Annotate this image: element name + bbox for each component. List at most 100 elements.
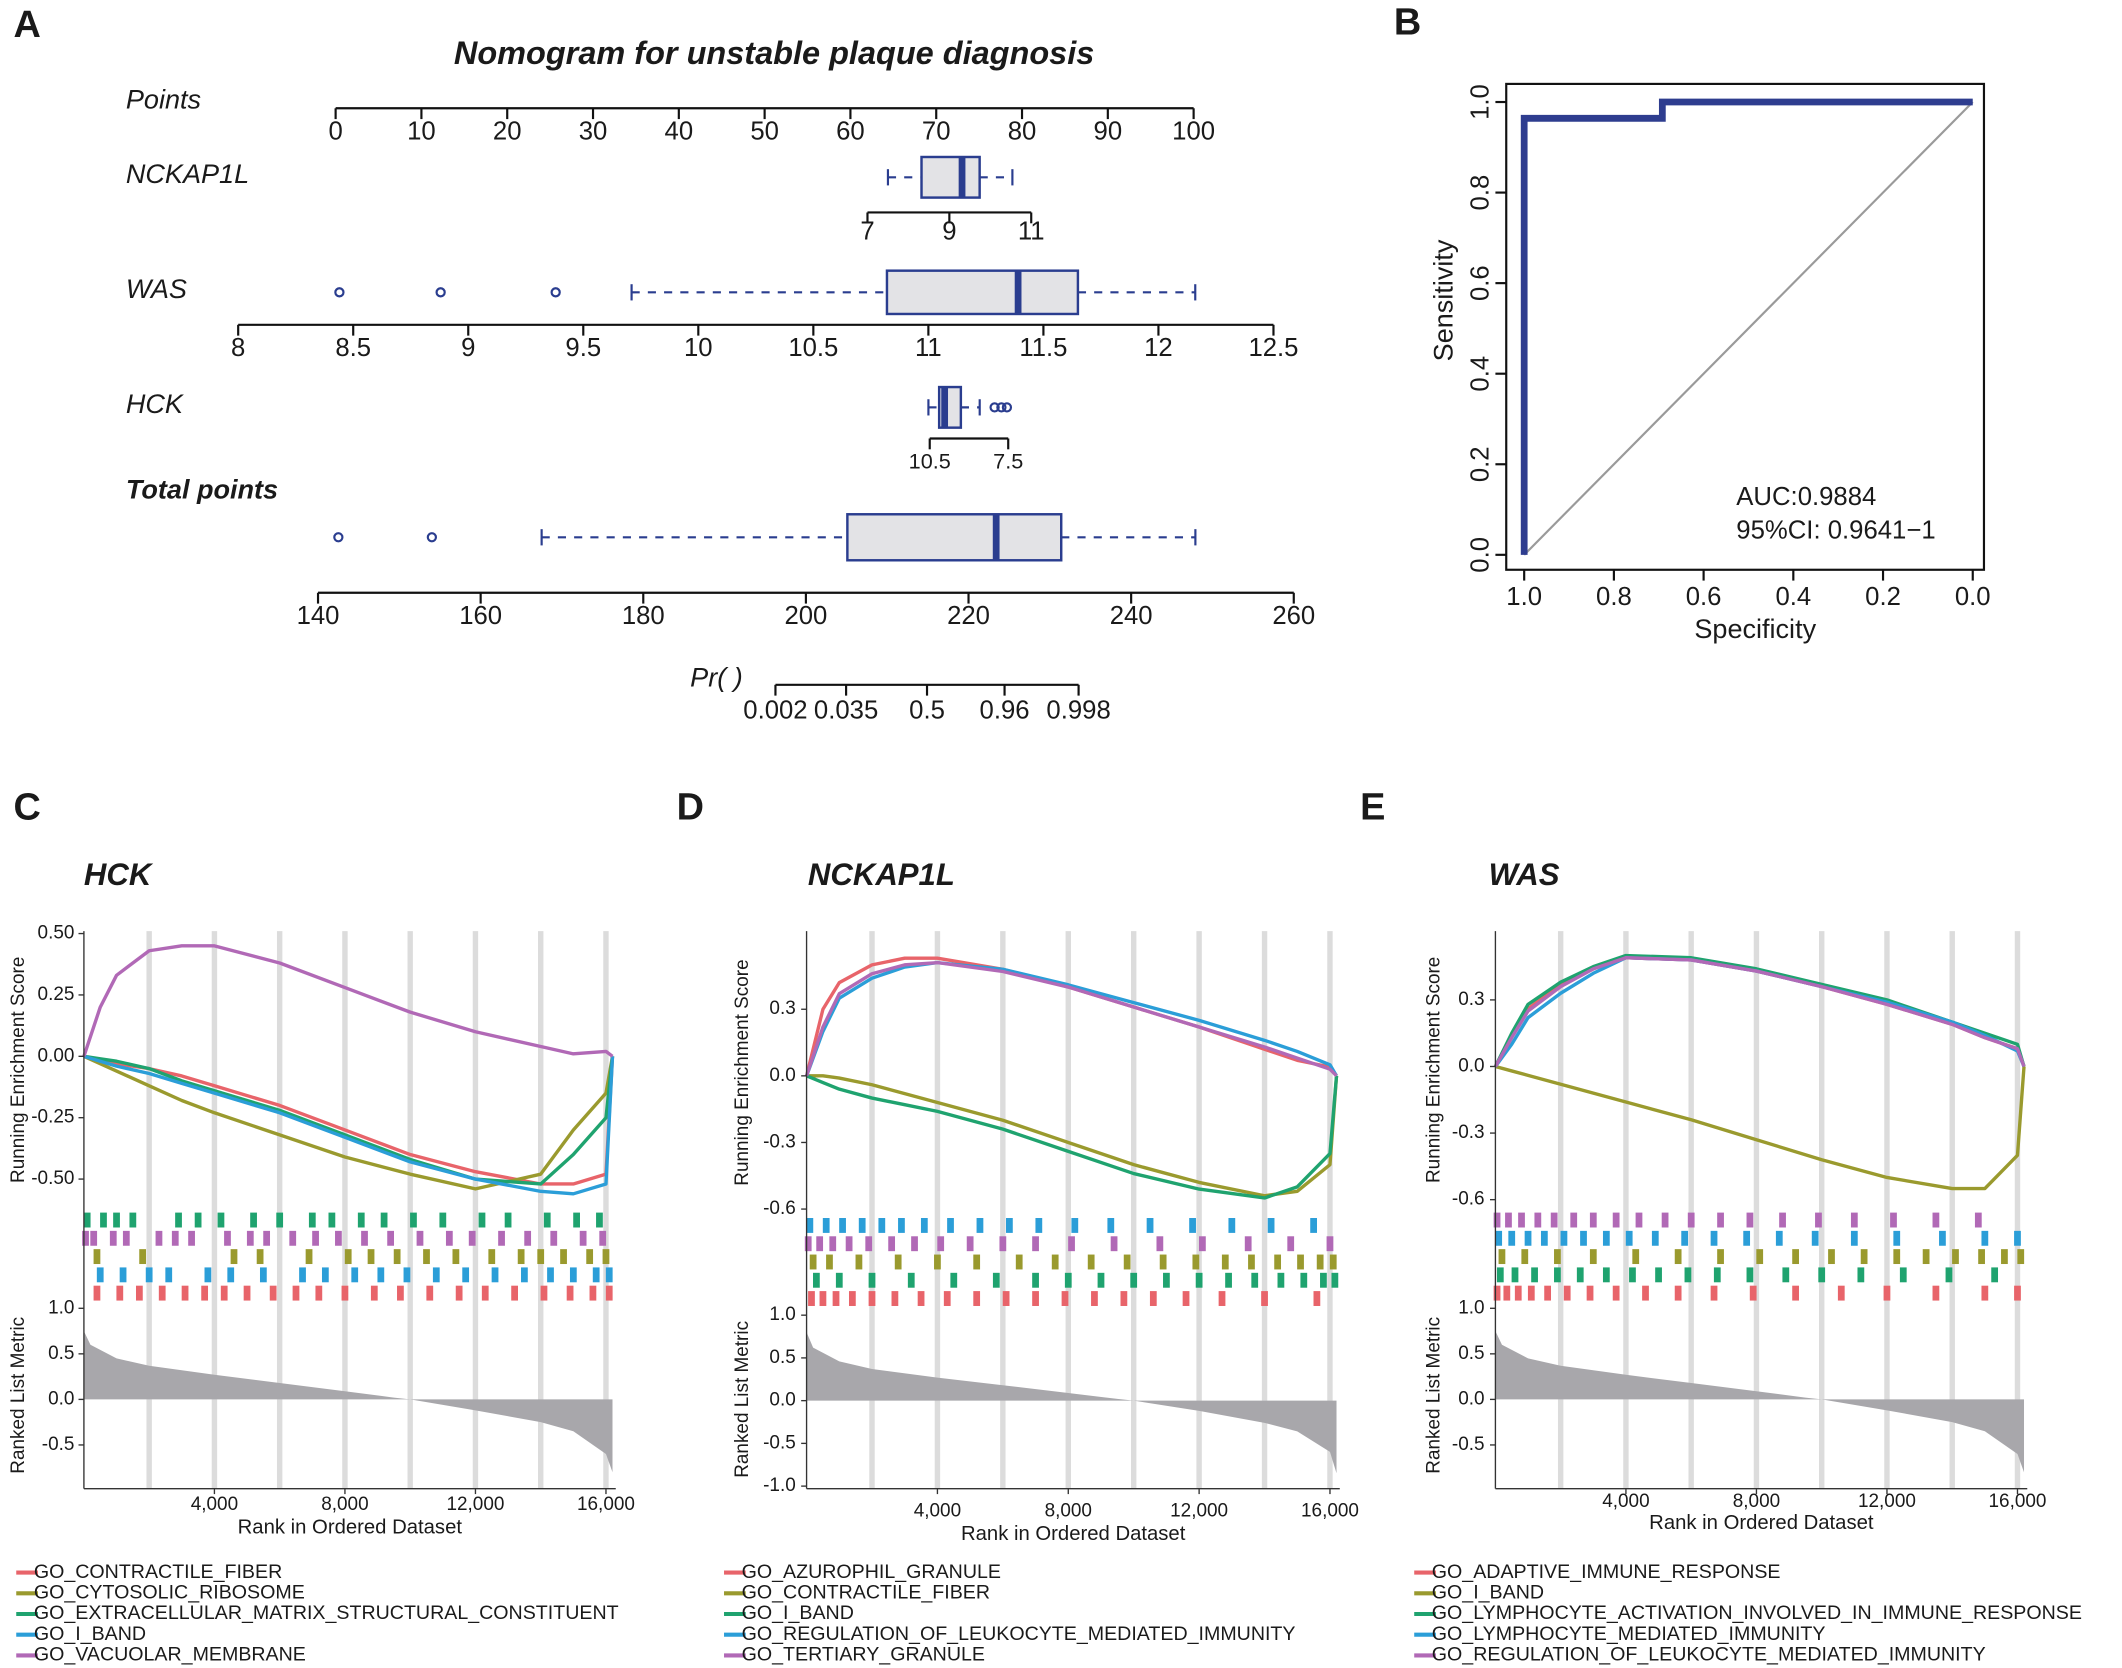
hit [1192, 1254, 1200, 1270]
hit [1857, 1267, 1865, 1283]
enrichment-curve [1494, 1064, 2026, 1191]
hit [1071, 1218, 1079, 1233]
hit [1629, 1267, 1636, 1283]
hit [1746, 1267, 1754, 1283]
hit [1635, 1212, 1643, 1228]
hit [586, 1249, 594, 1265]
hit [848, 1291, 856, 1306]
hit [1061, 1291, 1069, 1306]
hit [865, 1236, 873, 1252]
hit [410, 1212, 417, 1228]
hit [1674, 1285, 1682, 1301]
y-tick-label: 0.4 [1467, 356, 1495, 392]
hit [1974, 1212, 1982, 1228]
hit [868, 1291, 876, 1306]
panel-label: A [14, 4, 41, 46]
hit [90, 1230, 98, 1246]
hit [1952, 1249, 1959, 1265]
hit [605, 1285, 613, 1301]
hit [246, 1230, 254, 1246]
hit [1612, 1285, 1620, 1301]
hit [1051, 1254, 1059, 1270]
outlier [1001, 402, 1013, 413]
metric-axis-label: Ranked List Metric [1424, 1317, 1445, 1474]
tick-label: 20 [493, 117, 522, 145]
panel-label: D [677, 786, 704, 828]
hit [122, 1230, 130, 1246]
hit [1182, 1291, 1190, 1306]
hit [1120, 1291, 1128, 1306]
y-tick-label: -0.5 [42, 1434, 75, 1455]
y-tick-label: -0.5 [763, 1432, 796, 1453]
hit [1981, 1285, 1989, 1301]
hit [868, 1272, 876, 1288]
x-tick-label: 16,000 [1301, 1501, 1359, 1522]
hit [468, 1230, 476, 1246]
hit [93, 1285, 101, 1301]
y-tick-label: 0.0 [1458, 1055, 1484, 1076]
hit [806, 1218, 814, 1233]
legend-label: GO_ADAPTIVE_IMMUNE_RESPONSE [1432, 1561, 1781, 1583]
hit [1316, 1254, 1324, 1270]
x-tick-label: 12,000 [1170, 1501, 1228, 1522]
legend-label: GO_VACUOLAR_MEMBRANE [34, 1644, 306, 1666]
hit [269, 1285, 277, 1301]
hit [511, 1285, 518, 1301]
hit [966, 1236, 974, 1252]
hit [491, 1267, 499, 1283]
hit [973, 1291, 981, 1306]
hit [1932, 1212, 1940, 1228]
hit [1828, 1249, 1835, 1265]
hit [328, 1212, 336, 1228]
hit [1531, 1267, 1538, 1283]
hit [1274, 1254, 1282, 1270]
tick-label: 70 [922, 117, 951, 145]
y-tick-label: 0.0 [769, 1065, 795, 1086]
legend-label: GO_TERTIARY_GRANULE [742, 1644, 985, 1666]
hit [1006, 1218, 1013, 1233]
hit [1612, 1212, 1620, 1228]
x-tick-label: 0.0 [1955, 583, 1991, 611]
hit [478, 1212, 486, 1228]
hit [937, 1236, 945, 1252]
y-tick-label: 1.0 [769, 1304, 795, 1325]
x-tick-label: 4,000 [191, 1494, 238, 1515]
hit [1756, 1249, 1764, 1265]
hit [498, 1230, 505, 1246]
enrichment-curve [1493, 953, 2026, 1068]
hit [1524, 1230, 1532, 1246]
hit [1068, 1236, 1075, 1252]
hit [488, 1249, 496, 1265]
enrichment-curve [82, 944, 614, 1058]
legend-label: GO_CYTOSOLIC_RIBOSOME [34, 1581, 305, 1603]
hit [1818, 1267, 1826, 1283]
hit [524, 1230, 532, 1246]
hit [566, 1285, 574, 1301]
hit [1586, 1285, 1594, 1301]
y-tick-label: -0.5 [1452, 1434, 1485, 1455]
outlier [989, 402, 1000, 413]
hit [1503, 1285, 1511, 1301]
panel-title: NCKAP1L [808, 857, 955, 892]
x-tick-label: 8,000 [1733, 1491, 1780, 1512]
hit [462, 1267, 470, 1283]
hit [950, 1272, 958, 1288]
tick-label: 0.96 [980, 697, 1030, 725]
x-tick-label: 16,000 [1989, 1491, 2047, 1512]
hit [83, 1212, 91, 1228]
hit [1589, 1212, 1597, 1228]
annotation: 95%CI: 0.9641−1 [1736, 517, 1935, 545]
enrichment-curve [83, 1054, 615, 1186]
hit [1498, 1249, 1506, 1265]
hit [1267, 1218, 1275, 1233]
hit [1035, 1218, 1043, 1233]
hit [397, 1285, 404, 1301]
tick-label: 10 [684, 334, 713, 362]
y-tick-label: 0.25 [38, 984, 75, 1005]
y-tick-label: 0.3 [769, 998, 795, 1019]
hit [1495, 1230, 1503, 1246]
hit [230, 1249, 238, 1265]
hit [829, 1236, 837, 1252]
tick-label: 0 [328, 117, 342, 145]
